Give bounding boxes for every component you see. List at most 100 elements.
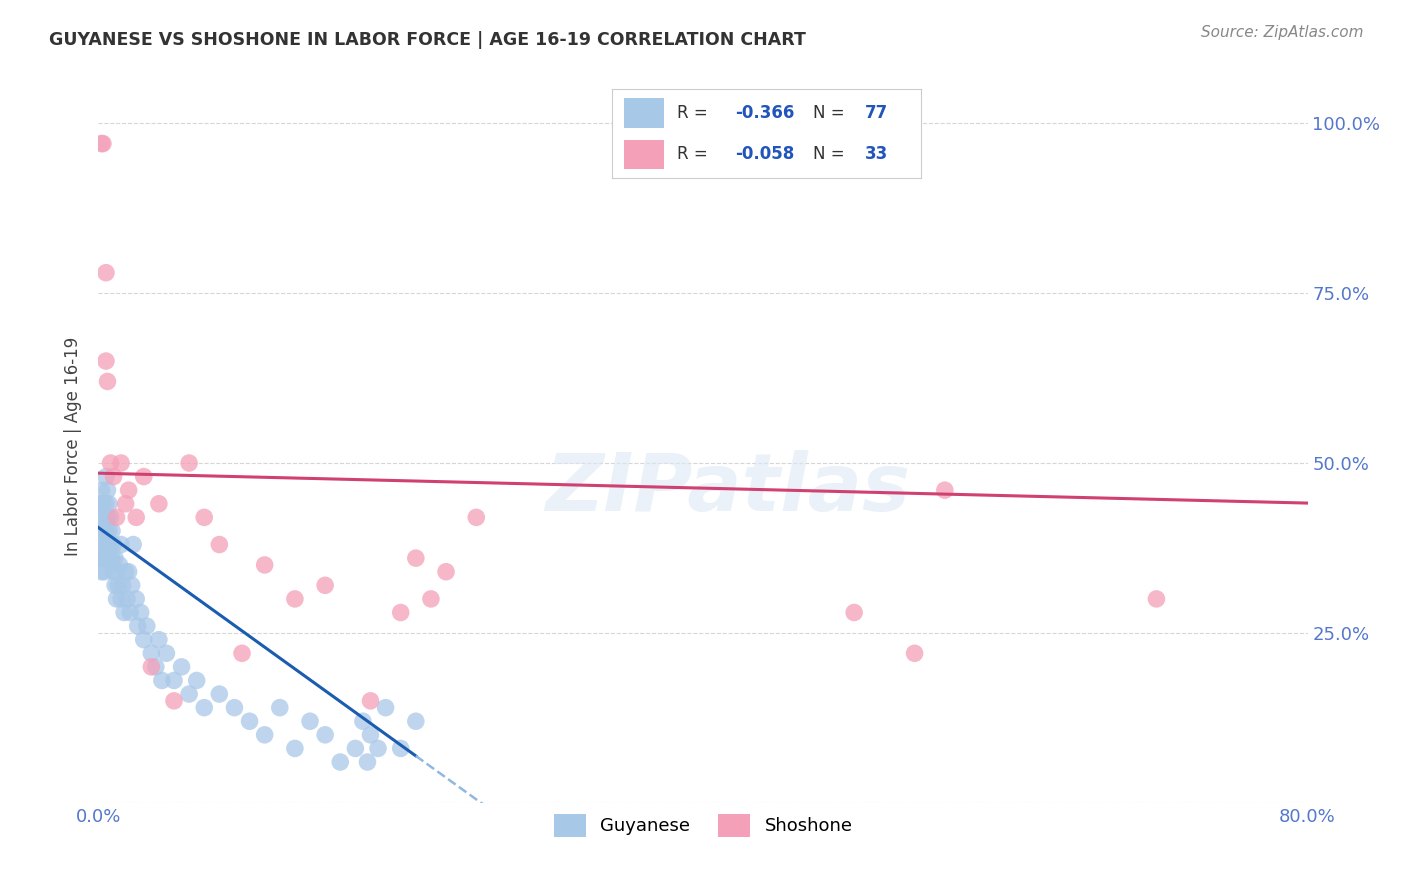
Point — [110, 591, 132, 606]
Point — [107, 578, 129, 592]
Point — [904, 646, 927, 660]
Point — [91, 524, 114, 538]
Point — [105, 591, 128, 606]
Point — [96, 510, 118, 524]
Point — [356, 755, 378, 769]
Point — [148, 632, 170, 647]
Point — [112, 606, 135, 620]
Point — [91, 136, 114, 151]
Point — [100, 537, 122, 551]
Point — [129, 606, 152, 620]
Y-axis label: In Labor Force | Age 16-19: In Labor Force | Age 16-19 — [65, 336, 83, 556]
Text: 33: 33 — [865, 145, 889, 163]
Point — [103, 469, 125, 483]
Point — [114, 565, 136, 579]
Point — [98, 551, 121, 566]
Point — [170, 660, 193, 674]
Text: -0.058: -0.058 — [735, 145, 794, 163]
Point — [374, 700, 396, 714]
Point — [125, 510, 148, 524]
Point — [89, 524, 111, 538]
Point — [179, 456, 201, 470]
Point — [94, 497, 117, 511]
Point — [101, 524, 124, 538]
Point — [224, 700, 246, 714]
Point — [208, 687, 231, 701]
Point — [100, 456, 122, 470]
Point — [94, 524, 117, 538]
Point — [284, 591, 307, 606]
Point — [122, 537, 145, 551]
Point — [96, 537, 118, 551]
Point — [93, 565, 115, 579]
Point — [94, 469, 117, 483]
Point — [94, 354, 117, 368]
Point — [125, 591, 148, 606]
Point — [108, 558, 131, 572]
Bar — [624, 140, 664, 169]
Point — [367, 741, 389, 756]
Point — [105, 565, 128, 579]
Point — [132, 632, 155, 647]
Point — [352, 714, 374, 729]
Text: 77: 77 — [865, 104, 889, 122]
Point — [163, 673, 186, 688]
Point — [844, 606, 866, 620]
Point — [434, 565, 457, 579]
Point — [150, 673, 173, 688]
Point — [93, 510, 115, 524]
Point — [105, 510, 128, 524]
Point — [420, 591, 443, 606]
Point — [127, 619, 149, 633]
Point — [90, 565, 112, 579]
Point — [101, 551, 124, 566]
Point — [193, 700, 215, 714]
Point — [405, 551, 427, 566]
Point — [104, 551, 127, 566]
Point — [344, 741, 367, 756]
Point — [253, 728, 276, 742]
Point — [389, 741, 412, 756]
Point — [94, 551, 117, 566]
Point — [98, 497, 121, 511]
Text: GUYANESE VS SHOSHONE IN LABOR FORCE | AGE 16-19 CORRELATION CHART: GUYANESE VS SHOSHONE IN LABOR FORCE | AG… — [49, 31, 806, 49]
Point — [231, 646, 253, 660]
Point — [90, 136, 112, 151]
Point — [148, 497, 170, 511]
Point — [90, 510, 112, 524]
Point — [193, 510, 215, 524]
Point — [360, 694, 382, 708]
Point — [465, 510, 488, 524]
Point — [96, 375, 118, 389]
Point — [98, 524, 121, 538]
Point — [253, 558, 276, 572]
Point — [91, 551, 114, 566]
Point — [284, 741, 307, 756]
Point — [179, 687, 201, 701]
Point — [239, 714, 262, 729]
Point — [135, 619, 157, 633]
Point — [299, 714, 322, 729]
Point — [141, 660, 163, 674]
Point — [389, 606, 412, 620]
Point — [89, 497, 111, 511]
Legend: Guyanese, Shoshone: Guyanese, Shoshone — [547, 807, 859, 844]
Bar — [624, 98, 664, 128]
Point — [93, 537, 115, 551]
Point — [110, 537, 132, 551]
Point — [132, 469, 155, 483]
Text: N =: N = — [813, 145, 849, 163]
Point — [360, 728, 382, 742]
Point — [100, 510, 122, 524]
Point — [110, 456, 132, 470]
Point — [96, 483, 118, 498]
Point — [186, 673, 208, 688]
Text: -0.366: -0.366 — [735, 104, 794, 122]
Point — [103, 565, 125, 579]
Point — [329, 755, 352, 769]
Point — [1144, 591, 1167, 606]
Point — [114, 497, 136, 511]
Point — [89, 551, 111, 566]
Point — [115, 591, 138, 606]
Point — [118, 565, 141, 579]
